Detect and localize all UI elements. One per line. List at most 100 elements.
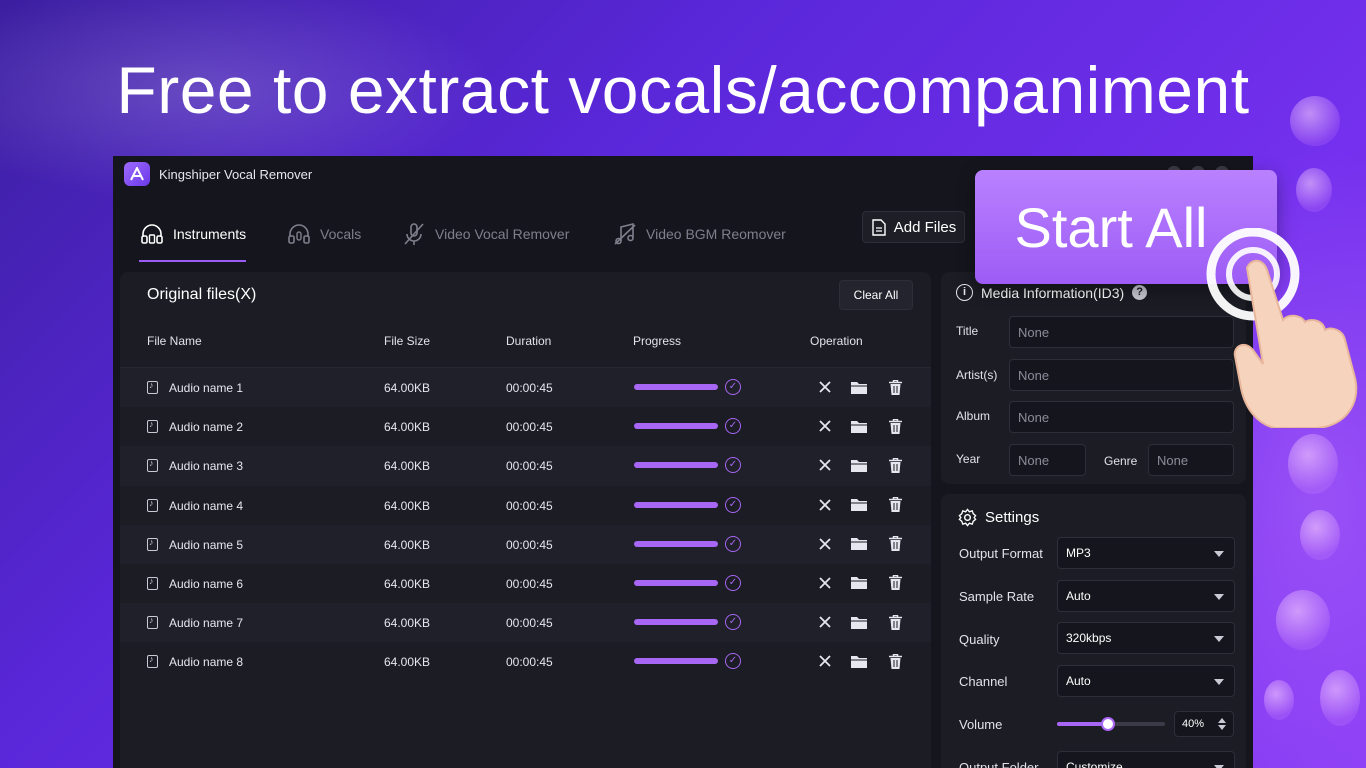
file-name: Audio name 1 [169,381,244,395]
trash-icon[interactable] [887,418,903,434]
quality-value: 320kbps [1066,631,1112,645]
file-name: Audio name 7 [169,616,244,631]
folder-icon[interactable] [851,653,867,669]
settings-title: Settings [985,509,1040,526]
volume-slider[interactable] [1057,717,1165,731]
trash-icon[interactable] [887,457,903,473]
file-duration: 00:00:45 [506,498,553,513]
quality-select[interactable]: 320kbps [1057,622,1235,654]
trash-icon[interactable] [887,614,903,630]
settings-header: Settings [958,508,1039,527]
table-row[interactable]: Audio name 5 64.00KB 00:00:45 ✓ [120,524,931,564]
trash-icon[interactable] [887,379,903,395]
volume-value: 40% [1182,718,1205,730]
folder-icon[interactable] [851,379,867,395]
album-field[interactable]: None [1009,401,1234,433]
progress-bar [634,579,718,586]
output-format-select[interactable]: MP3 [1057,537,1235,569]
check-circle-icon: ✓ [725,457,741,474]
trash-icon[interactable] [887,536,903,552]
file-name: Audio name 3 [169,459,244,474]
cancel-icon[interactable] [817,379,833,395]
genre-field[interactable]: None [1148,444,1234,476]
cancel-icon[interactable] [817,457,833,473]
quality-label: Quality [959,632,1000,647]
side-panel: i Media Information(ID3) ? Title None Ar… [941,272,1246,768]
col-progress: Progress [633,334,682,348]
table-row[interactable]: Audio name 1 64.00KB 00:00:45 ✓ [120,368,931,408]
app-logo-icon [124,162,150,186]
table-row[interactable]: Audio name 2 64.00KB 00:00:45 ✓ [120,407,931,446]
table-row[interactable]: Audio name 3 64.00KB 00:00:45 ✓ [120,446,931,486]
sample-rate-select[interactable]: Auto [1057,580,1235,612]
channel-value: Auto [1066,674,1091,688]
file-duration: 00:00:45 [506,420,553,435]
tab-video-vocal-remover[interactable]: Video Vocal Remover [401,208,569,260]
table-row[interactable]: Audio name 8 64.00KB 00:00:45 ✓ [120,642,931,681]
cancel-icon[interactable] [817,497,833,513]
table-row[interactable]: Audio name 4 64.00KB 00:00:45 ✓ [120,486,931,525]
genre-label: Genre [1104,454,1138,468]
cancel-icon[interactable] [817,575,833,591]
trash-icon[interactable] [887,497,903,513]
folder-icon[interactable] [851,536,867,552]
audio-file-icon [147,458,158,473]
tab-vocals[interactable]: Vocals [286,208,361,260]
check-circle-icon: ✓ [725,614,741,631]
add-files-button[interactable]: Add Files [862,211,965,243]
folder-icon[interactable] [851,497,867,513]
file-size: 64.00KB [384,381,431,395]
output-folder-select[interactable]: Customize [1057,751,1235,768]
cancel-icon[interactable] [817,614,833,630]
output-folder-label: Output Folder [959,760,1039,768]
volume-label: Volume [959,717,1003,732]
col-file-name: File Name [147,334,202,348]
folder-icon[interactable] [851,614,867,630]
audio-file-icon [147,654,158,669]
start-all-button[interactable]: Start All [975,170,1277,284]
sample-rate-label: Sample Rate [959,589,1035,604]
tab-label: Video BGM Reomover [646,226,786,242]
decor-bubble [1320,670,1360,726]
tab-label: Video Vocal Remover [435,226,570,242]
file-size: 64.00KB [384,420,431,435]
artist-field[interactable]: None [1009,359,1234,391]
trash-icon[interactable] [887,575,903,591]
tab-instruments[interactable]: Instruments [139,208,247,262]
folder-icon[interactable] [851,457,867,473]
add-files-label: Add Files [893,218,957,236]
file-duration: 00:00:45 [506,655,553,670]
chevron-down-icon [1214,551,1224,557]
output-format-value: MP3 [1066,546,1091,560]
file-duration: 00:00:45 [506,381,553,395]
title-field[interactable]: None [1009,316,1234,348]
decor-bubble [1300,510,1340,560]
channel-select[interactable]: Auto [1057,665,1235,697]
media-info-panel: i Media Information(ID3) ? Title None Ar… [941,272,1246,484]
trash-icon[interactable] [887,653,903,669]
table-row[interactable]: Audio name 7 64.00KB 00:00:45 ✓ [120,603,931,643]
audio-file-icon [147,498,158,512]
mic-off-icon [404,223,424,245]
table-row[interactable]: Audio name 6 64.00KB 00:00:45 ✓ [120,564,931,603]
audio-file-icon [147,576,158,590]
cancel-icon[interactable] [817,536,833,552]
progress-bar [634,540,718,547]
year-field[interactable]: None [1009,444,1086,476]
tab-video-bgm-remover[interactable]: Video BGM Reomover [612,208,786,260]
clear-all-button[interactable]: Clear All [839,280,913,310]
decor-bubble [1296,168,1332,212]
folder-icon[interactable] [851,575,867,591]
check-circle-icon: ✓ [725,653,741,670]
file-size: 64.00KB [384,537,431,552]
file-size: 64.00KB [384,616,431,631]
help-icon[interactable]: ? [1132,285,1148,300]
cancel-icon[interactable] [817,418,833,434]
volume-slider-fill [1057,722,1108,726]
volume-stepper[interactable]: 40% [1174,711,1234,737]
folder-icon[interactable] [851,418,867,434]
file-name: Audio name 6 [169,576,244,591]
file-duration: 00:00:45 [506,576,553,591]
cancel-icon[interactable] [817,653,833,669]
volume-slider-handle[interactable] [1100,717,1115,731]
